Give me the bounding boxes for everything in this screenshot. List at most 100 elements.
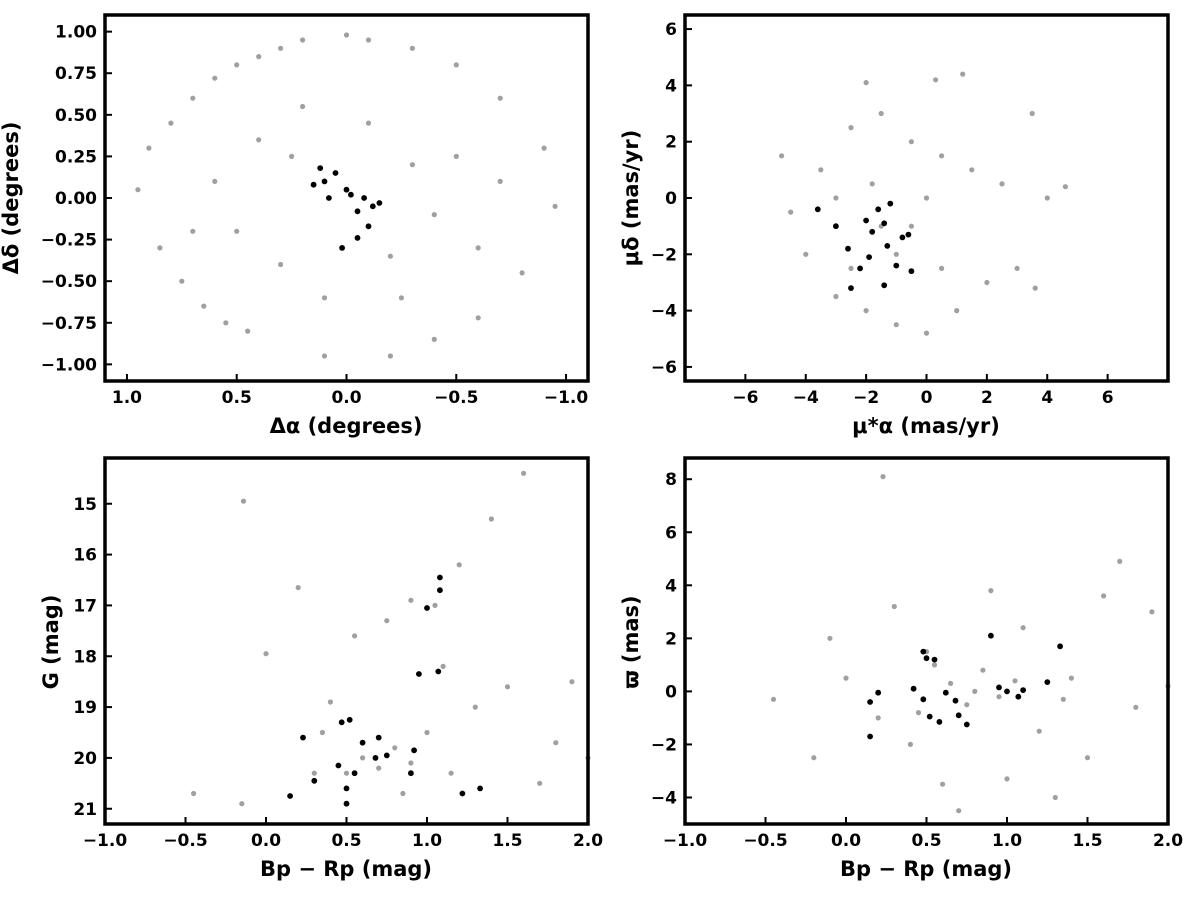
color-magnitude-panel: Bp − Rp (mag) G (mag) −1.0 −0.5 0.0 0.5 1.0 1… [39, 456, 603, 881]
field-star-point [321, 353, 328, 359]
member-star-point [1057, 643, 1063, 650]
field-star-point [541, 145, 547, 151]
field-star-point [803, 251, 809, 257]
field-star-point [240, 498, 247, 504]
field-star-point [972, 688, 978, 695]
field-star-point [875, 715, 881, 721]
field-star-point [984, 279, 990, 286]
field-star-point [475, 245, 481, 251]
field-star-point [931, 662, 938, 668]
field-star-point [1084, 755, 1091, 761]
field-star-point [1133, 704, 1139, 710]
member-star-point [936, 719, 943, 725]
x-tick-label: −4 [793, 388, 819, 408]
field-star-point [392, 745, 398, 751]
x-tick-label: 4 [1041, 388, 1053, 408]
field-star-point [319, 729, 325, 736]
field-star-point [343, 770, 350, 776]
field-star-point [135, 187, 141, 193]
x-tick-label: 2.0 [1153, 831, 1183, 851]
y-tick-label: −2 [651, 245, 677, 265]
plot-frame [683, 456, 1170, 826]
member-star-point [348, 191, 354, 198]
field-star-point [923, 330, 930, 336]
member-star-point [867, 733, 873, 740]
member-star-point [1044, 679, 1051, 685]
sky-position-panel: Δα (degrees) Δδ (degrees) 1.0 0.5 0.0 −0.5 −… [0, 13, 590, 438]
x-tick-label: 2 [981, 388, 993, 408]
field-star-point [788, 209, 794, 215]
field-star-point [907, 741, 914, 748]
x-tick-label: 1.5 [492, 831, 522, 851]
x-tick-label: 0.0 [251, 831, 281, 851]
member-star-point [845, 245, 851, 252]
x-tick-label: −0.5 [163, 831, 207, 851]
member-star-point [338, 719, 345, 726]
field-star-point [1101, 593, 1107, 599]
member-star-point [321, 178, 328, 185]
field-star-point [431, 336, 437, 342]
field-star-point [1020, 625, 1026, 631]
y-tick-label: −0.75 [41, 314, 97, 334]
member-star-point [867, 699, 873, 705]
member-star-point [848, 285, 854, 291]
field-star-point [234, 62, 240, 68]
member-star-point [1015, 693, 1022, 700]
member-star-point [875, 689, 882, 696]
field-star-point [537, 780, 543, 786]
member-star-point [346, 716, 353, 723]
member-star-point [866, 254, 872, 260]
x-tick-label: −2 [853, 388, 879, 408]
field-star-point [996, 694, 1002, 700]
field-star-point [263, 651, 269, 657]
field-star-point [201, 303, 207, 309]
y-tick-label: 16 [73, 546, 97, 566]
member-star-point [923, 655, 930, 662]
y-tick-label: 17 [73, 596, 97, 616]
x-axis-label: Bp − Rp (mag) [840, 857, 1012, 881]
member-star-point [996, 684, 1002, 691]
field-star-point [289, 153, 295, 159]
y-axis-label: μδ (mas/yr) [619, 130, 643, 267]
field-star-point [923, 195, 930, 201]
member-star-point [311, 777, 318, 784]
member-star-point [343, 800, 350, 807]
y-tick-label: 6 [665, 523, 677, 543]
field-star-point [1036, 728, 1042, 734]
field-star-point [504, 684, 511, 690]
field-star-point [939, 153, 945, 159]
x-tick-label: 0.0 [331, 388, 361, 408]
member-star-point [814, 206, 821, 213]
field-star-point [940, 781, 946, 787]
member-star-point [375, 734, 382, 741]
member-star-point [411, 747, 417, 754]
member-star-point [459, 790, 466, 797]
field-star-point [409, 45, 415, 51]
field-star-point [300, 37, 306, 43]
field-star-point [424, 729, 430, 736]
field-star-point [552, 203, 558, 209]
field-star-point [908, 223, 915, 229]
x-axis-label: Δα (degrees) [270, 414, 423, 438]
y-tick-label: 0.50 [55, 106, 97, 126]
y-tick-label: 6 [665, 20, 677, 40]
member-star-point [437, 574, 443, 581]
field-star-point [409, 162, 415, 168]
field-star-point [1004, 776, 1010, 782]
field-star-point [988, 588, 994, 594]
y-tick-label: 8 [665, 470, 677, 490]
member-star-point [416, 671, 422, 677]
field-star-point [398, 295, 404, 301]
member-star-point [437, 587, 443, 594]
field-star-point [212, 75, 218, 81]
field-star-point [440, 663, 446, 670]
field-star-point [956, 808, 962, 814]
data-points [135, 32, 558, 359]
field-star-point [453, 62, 459, 68]
field-star-point [278, 261, 284, 268]
member-star-point [317, 165, 324, 172]
field-star-point [400, 790, 406, 797]
member-star-point [369, 203, 376, 210]
member-star-point [424, 605, 430, 611]
